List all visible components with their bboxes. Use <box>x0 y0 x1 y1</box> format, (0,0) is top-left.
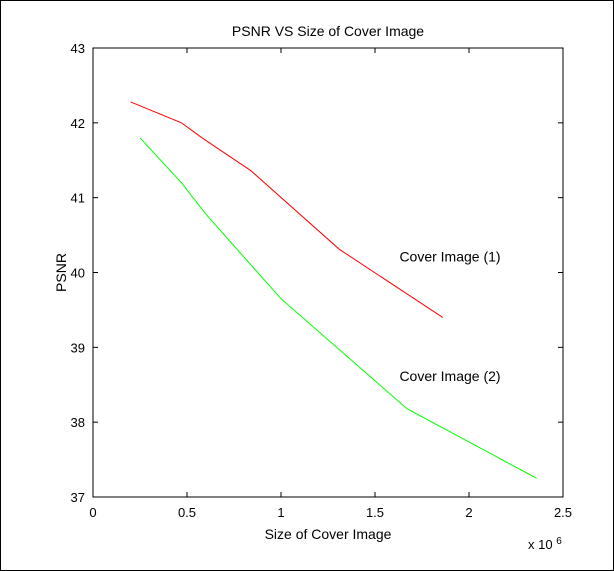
series-line-1 <box>130 101 443 318</box>
x-tick-label: 2.5 <box>554 505 572 520</box>
y-tick-label: 41 <box>71 191 85 206</box>
y-tick-label: 40 <box>71 266 85 281</box>
y-tick-label: 37 <box>71 490 85 505</box>
chart-title: PSNR VS Size of Cover Image <box>232 23 424 39</box>
x-tick-label: 2 <box>465 505 472 520</box>
y-tick-label: 43 <box>71 41 85 56</box>
x-axis-exponent-base: x 10 <box>528 537 553 552</box>
x-tick-label: 0 <box>89 505 96 520</box>
series-annotation-2: Cover Image (2) <box>399 368 500 384</box>
y-axis-label: PSNR <box>53 253 69 292</box>
series-lines <box>130 101 537 479</box>
axis-ticks <box>92 47 564 498</box>
x-tick-labels: 0 0.5 1 1.5 2 2.5 <box>89 505 572 520</box>
y-tick-label: 38 <box>71 415 85 430</box>
series-annotations: Cover Image (1) Cover Image (2) <box>399 248 500 384</box>
y-tick-label: 42 <box>71 116 85 131</box>
x-tick-label: 1 <box>277 505 284 520</box>
plot-area <box>92 47 564 498</box>
x-axis-exponent: x 10 6 <box>528 536 562 553</box>
x-axis-label: Size of Cover Image <box>265 526 392 542</box>
x-axis-exponent-power: 6 <box>556 536 562 547</box>
y-tick-labels: 37 38 39 40 41 42 43 <box>71 41 85 505</box>
series-annotation-1: Cover Image (1) <box>399 248 500 264</box>
y-tick-label: 39 <box>71 340 85 355</box>
x-tick-label: 0.5 <box>178 505 196 520</box>
series-line-2 <box>139 137 537 479</box>
x-tick-label: 1.5 <box>366 505 384 520</box>
